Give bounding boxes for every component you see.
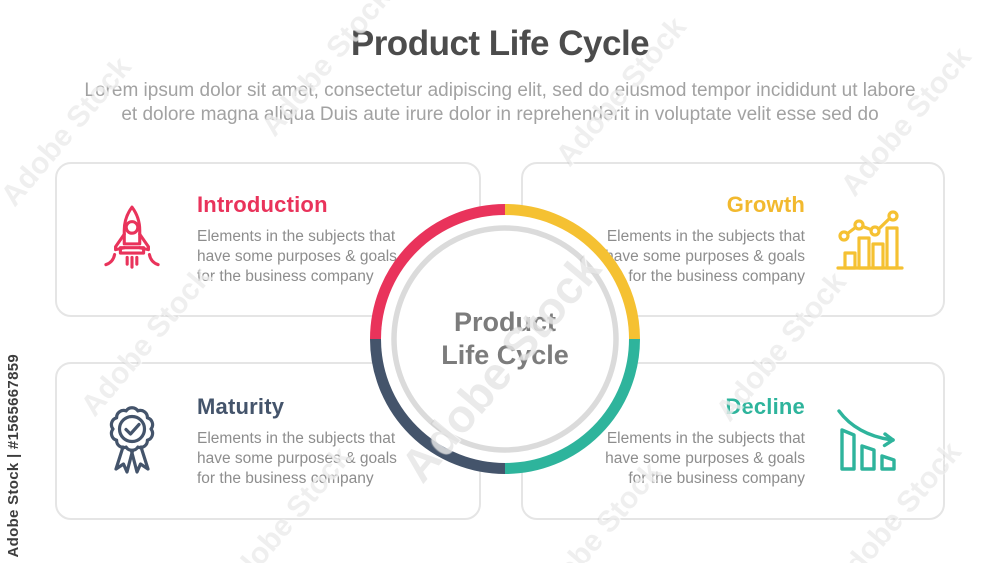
body-line: for the business company: [628, 469, 805, 487]
subtitle-line-1: Lorem ipsum dolor sit amet, consectetur …: [84, 80, 916, 101]
card-body-introduction: Elements in the subjects that have some …: [197, 227, 397, 287]
body-line: for the business company: [628, 268, 805, 285]
ring-segment-introduction: [370, 204, 506, 340]
body-line: have some purposes & goals: [605, 449, 805, 467]
circle-label-line-2: Life Cycle: [441, 340, 569, 370]
card-title-introduction: Introduction: [197, 192, 328, 217]
ring-segment-growth: [504, 204, 640, 340]
award-medal-icon-svg: [109, 406, 155, 474]
card-body-growth: Elements in the subjects that have some …: [605, 227, 805, 287]
card-body-maturity: Elements in the subjects that have some …: [197, 429, 397, 489]
card-text-decline: Decline Elements in the subjects that ha…: [605, 394, 805, 489]
circle-label-line-1: Product: [453, 307, 556, 337]
lifecycle-circle: Product Life Cycle: [370, 204, 640, 474]
ring-segment-decline: [504, 338, 640, 474]
page-subtitle: Lorem ipsum dolor sit amet, consectetur …: [0, 79, 1000, 127]
card-text-introduction: Introduction Elements in the subjects th…: [197, 192, 397, 287]
circle-label: Product Life Cycle: [370, 204, 640, 474]
card-body-decline: Elements in the subjects that have some …: [605, 429, 805, 489]
growth-bar-chart-icon-svg: [836, 209, 904, 270]
card-text-growth: Growth Elements in the subjects that hav…: [605, 192, 805, 287]
subtitle-line-2: et dolore magna aliqua Duis aute irure d…: [121, 104, 879, 125]
body-line: Elements in the subjects that: [197, 429, 396, 447]
card-text-maturity: Maturity Elements in the subjects that h…: [197, 394, 397, 489]
card-introduction: Introduction Elements in the subjects th…: [55, 162, 481, 317]
card-title-growth: Growth: [726, 192, 805, 217]
card-title-decline: Decline: [725, 393, 805, 419]
growth-bar-chart-icon: [835, 209, 905, 271]
ring-segment-maturity: [370, 338, 506, 474]
award-medal-icon: [97, 402, 167, 480]
rocket-icon-svg: [104, 205, 160, 269]
lifecycle-ring: [370, 204, 640, 474]
card-decline: Decline Elements in the subjects that ha…: [521, 362, 945, 520]
body-line: for the business company: [197, 469, 374, 487]
inner-gray-ring: [391, 225, 619, 453]
decline-bar-chart-icon: [835, 408, 905, 474]
body-line: Elements in the subjects that: [606, 429, 805, 447]
decline-bar-chart-icon-svg: [837, 409, 896, 471]
body-line: Elements in the subjects that: [606, 228, 805, 245]
body-line: have some purposes & goals: [197, 248, 397, 265]
body-line: have some purposes & goals: [605, 248, 805, 265]
rocket-icon: [97, 204, 167, 276]
body-line: have some purposes & goals: [197, 449, 397, 467]
body-line: for the business company: [197, 268, 374, 285]
body-line: Elements in the subjects that: [197, 228, 396, 245]
stock-credit-label: Adobe Stock | #1565667859: [5, 353, 22, 557]
card-title-maturity: Maturity: [197, 393, 285, 419]
page-title: Product Life Cycle: [350, 24, 650, 63]
